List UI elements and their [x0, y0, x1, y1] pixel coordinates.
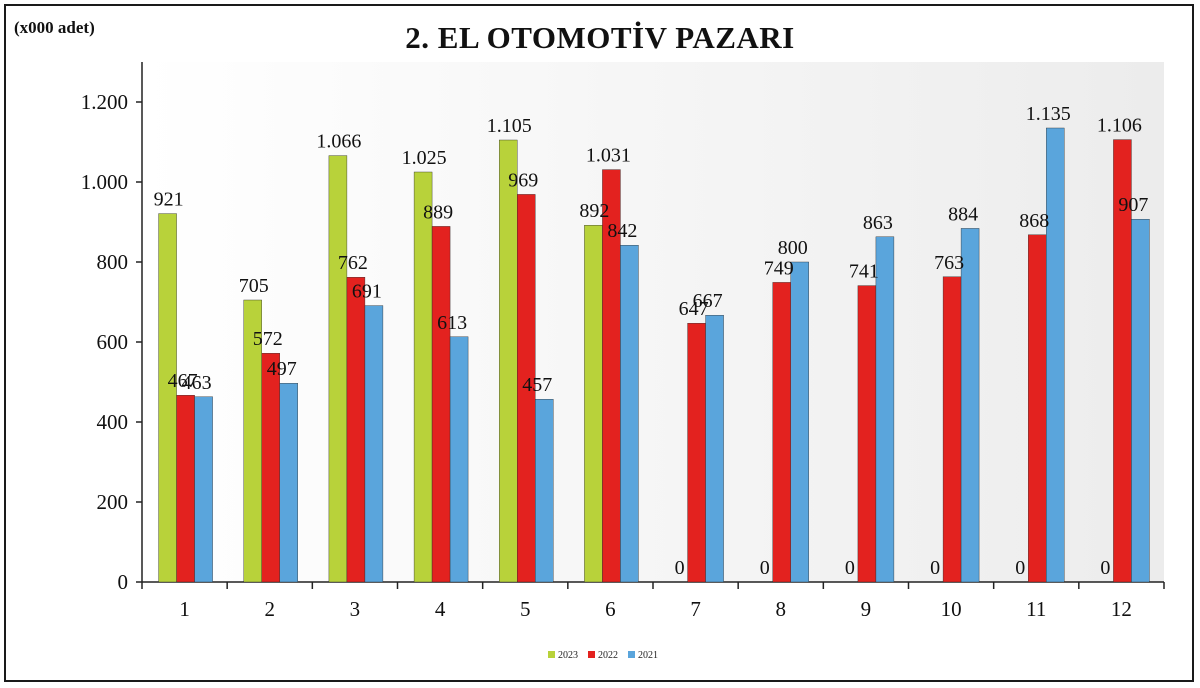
- data-label-2021-12: 907: [1118, 194, 1148, 216]
- y-tick-label: 400: [97, 410, 129, 434]
- data-label-2023-3: 1.066: [316, 131, 361, 153]
- category-label: 3: [350, 597, 361, 621]
- category-label: 8: [776, 597, 787, 621]
- bar-2021-3: [364, 305, 384, 583]
- y-tick-label: 600: [97, 330, 129, 354]
- bar-2021-5: [535, 399, 554, 583]
- data-label-2023-12: 0: [1100, 557, 1110, 579]
- data-label-2021-3: 691: [352, 281, 382, 303]
- data-label-2021-2: 497: [267, 358, 297, 380]
- category-label: 10: [941, 597, 962, 621]
- data-label-2022-8: 749: [764, 257, 794, 279]
- data-label-2022-11: 868: [1019, 210, 1049, 232]
- data-label-2023-8: 0: [760, 557, 770, 579]
- bar-2021-11: [1046, 127, 1065, 583]
- data-label-2021-1: 463: [182, 372, 212, 394]
- data-label-2023-5: 1.105: [487, 115, 532, 137]
- bar-2022-9: [857, 285, 877, 583]
- y-tick-label: 200: [97, 490, 129, 514]
- bar-2023-6: [584, 224, 603, 583]
- data-label-2023-10: 0: [930, 557, 940, 579]
- category-label: 6: [605, 597, 616, 621]
- category-label: 1: [179, 597, 190, 621]
- data-label-2022-1: 467: [168, 370, 198, 392]
- bar-2021-6: [620, 244, 639, 583]
- data-label-2021-8: 800: [778, 237, 808, 259]
- bar-2021-10: [960, 228, 980, 583]
- y-tick-label: 1.200: [81, 90, 128, 114]
- bar-2022-4: [431, 226, 451, 583]
- data-label-2022-5: 969: [508, 169, 538, 191]
- data-label-2021-4: 613: [437, 312, 467, 334]
- data-label-2023-1: 921: [154, 189, 184, 211]
- bar-2021-1: [194, 396, 213, 583]
- data-label-2022-4: 889: [423, 201, 453, 223]
- data-label-2021-7: 667: [693, 290, 723, 312]
- bar-2022-2: [261, 353, 280, 583]
- category-label: 12: [1111, 597, 1132, 621]
- bar-2023-5: [499, 139, 518, 583]
- bar-2022-3: [346, 277, 366, 583]
- legend-swatch-2022: [588, 651, 595, 658]
- category-label: 5: [520, 597, 531, 621]
- data-label-2022-9: 741: [849, 261, 879, 283]
- data-label-2023-4: 1.025: [402, 147, 447, 169]
- bar-2022-7: [687, 323, 706, 583]
- bar-2023-1: [158, 213, 177, 583]
- bar-2021-9: [875, 236, 895, 583]
- plot-area: [142, 62, 1164, 582]
- bars: [158, 127, 1150, 583]
- data-label-2022-6: 1.031: [586, 145, 631, 167]
- bar-2023-4: [413, 171, 433, 583]
- data-label-2021-11: 1.135: [1026, 103, 1071, 125]
- bar-2022-8: [772, 282, 791, 583]
- bar-2023-3: [328, 155, 348, 583]
- legend-swatch-2023: [548, 651, 555, 658]
- data-label-2022-10: 763: [934, 252, 964, 274]
- data-label-2021-10: 884: [948, 203, 978, 225]
- category-label: 9: [861, 597, 872, 621]
- category-label: 7: [690, 597, 701, 621]
- category-label: 4: [435, 597, 446, 621]
- data-label-2022-3: 762: [338, 252, 368, 274]
- category-label: 2: [265, 597, 276, 621]
- bar-2021-7: [705, 315, 724, 583]
- data-label-2023-9: 0: [845, 557, 855, 579]
- data-label-2023-7: 0: [675, 557, 685, 579]
- y-tick-label: 0: [118, 570, 129, 594]
- data-labels: 921 705 1.066 1.025 1.105 892 0 0 0 0 0 0 467 572 762 8…: [154, 103, 1149, 579]
- data-label-2021-5: 457: [522, 374, 552, 396]
- y-tick-label: 1.000: [81, 170, 128, 194]
- bar-2022-1: [176, 395, 195, 583]
- bar-2021-4: [449, 336, 469, 583]
- bar-2022-10: [942, 276, 962, 583]
- legend-label-2021: 2021: [638, 650, 658, 661]
- chart-title: 2. EL OTOMOTİV PAZARI: [405, 20, 795, 55]
- data-label-2022-12: 1.106: [1097, 115, 1142, 137]
- legend-swatch-2021: [628, 651, 635, 658]
- bar-2021-2: [279, 383, 298, 583]
- legend-label-2022: 2022: [598, 650, 618, 661]
- data-label-2023-11: 0: [1015, 557, 1025, 579]
- unit-label: (x000 adet): [14, 18, 95, 37]
- data-label-2021-9: 863: [863, 212, 893, 234]
- data-label-2022-7: 647: [679, 298, 709, 320]
- bar-2021-12: [1131, 218, 1150, 583]
- data-label-2023-6: 892: [579, 200, 609, 222]
- y-tick-label: 800: [97, 250, 129, 274]
- legend: 2023 2022 2021: [548, 650, 658, 661]
- bar-2022-11: [1028, 234, 1047, 583]
- category-label: 11: [1026, 597, 1046, 621]
- data-label-2022-2: 572: [253, 328, 283, 350]
- legend-label-2023: 2023: [558, 650, 578, 661]
- data-label-2021-6: 842: [607, 220, 637, 242]
- data-label-2023-2: 705: [239, 275, 269, 297]
- bar-2022-5: [517, 194, 536, 583]
- bar-2021-8: [790, 261, 809, 583]
